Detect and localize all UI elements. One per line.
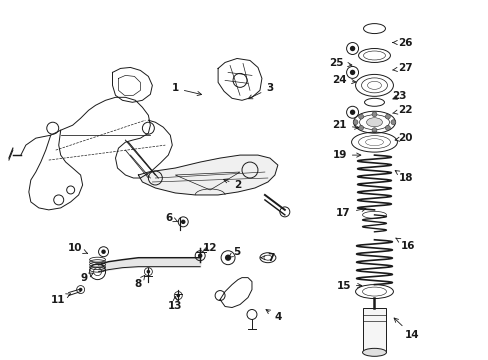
Circle shape xyxy=(352,120,357,125)
Text: 9: 9 xyxy=(80,273,93,283)
Text: 12: 12 xyxy=(203,243,217,253)
Text: 15: 15 xyxy=(336,280,361,291)
Text: 13: 13 xyxy=(168,297,182,311)
Text: 4: 4 xyxy=(265,310,281,323)
Text: 26: 26 xyxy=(392,37,412,48)
Text: 2: 2 xyxy=(223,179,241,190)
Circle shape xyxy=(79,288,82,291)
Text: 8: 8 xyxy=(135,275,144,289)
Circle shape xyxy=(371,112,376,117)
Text: 23: 23 xyxy=(391,91,406,101)
Polygon shape xyxy=(138,155,277,195)
Text: 22: 22 xyxy=(392,105,412,115)
Circle shape xyxy=(358,114,363,119)
Text: 3: 3 xyxy=(248,84,273,99)
Circle shape xyxy=(371,128,376,133)
Text: 11: 11 xyxy=(50,294,70,305)
Text: 27: 27 xyxy=(392,63,412,73)
Text: 21: 21 xyxy=(332,120,358,130)
Ellipse shape xyxy=(366,118,382,127)
Ellipse shape xyxy=(362,348,386,356)
Text: 20: 20 xyxy=(394,133,412,143)
Text: 19: 19 xyxy=(332,150,360,160)
Circle shape xyxy=(198,253,202,258)
Circle shape xyxy=(146,270,150,274)
Text: 16: 16 xyxy=(395,238,415,251)
Circle shape xyxy=(176,294,180,297)
Circle shape xyxy=(181,220,185,224)
Text: 1: 1 xyxy=(171,84,201,95)
Circle shape xyxy=(101,249,105,254)
Text: 25: 25 xyxy=(329,58,351,68)
Text: 10: 10 xyxy=(67,243,87,253)
Circle shape xyxy=(385,125,389,130)
Text: 6: 6 xyxy=(165,213,178,223)
Circle shape xyxy=(349,109,355,115)
Text: 14: 14 xyxy=(393,318,419,341)
Circle shape xyxy=(224,255,231,261)
Text: 7: 7 xyxy=(260,253,274,263)
Text: 18: 18 xyxy=(394,171,413,183)
Circle shape xyxy=(390,120,395,125)
Text: 24: 24 xyxy=(332,75,355,85)
Bar xyxy=(362,307,386,352)
Text: 5: 5 xyxy=(228,247,240,257)
Text: 17: 17 xyxy=(336,207,365,218)
Circle shape xyxy=(358,125,363,130)
Circle shape xyxy=(349,70,355,75)
Circle shape xyxy=(349,46,355,51)
Circle shape xyxy=(385,114,389,119)
